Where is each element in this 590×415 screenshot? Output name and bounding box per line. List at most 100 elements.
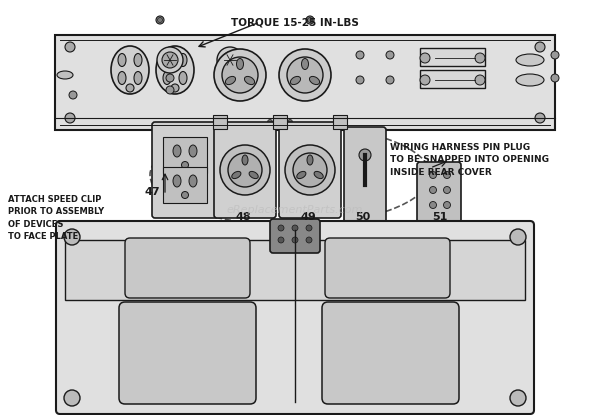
- Circle shape: [551, 74, 559, 82]
- FancyBboxPatch shape: [417, 162, 461, 223]
- Bar: [163, 137, 207, 173]
- Ellipse shape: [290, 76, 300, 85]
- Circle shape: [535, 113, 545, 123]
- Circle shape: [287, 120, 293, 124]
- Ellipse shape: [163, 54, 171, 66]
- Circle shape: [444, 171, 451, 178]
- Ellipse shape: [126, 84, 134, 92]
- Ellipse shape: [111, 46, 149, 94]
- Circle shape: [356, 51, 364, 59]
- Circle shape: [157, 47, 183, 73]
- Bar: [163, 167, 207, 203]
- FancyBboxPatch shape: [270, 219, 320, 253]
- Circle shape: [158, 17, 162, 22]
- Circle shape: [156, 16, 164, 24]
- Circle shape: [510, 390, 526, 406]
- Ellipse shape: [297, 171, 306, 178]
- Ellipse shape: [314, 171, 323, 178]
- Circle shape: [292, 237, 298, 243]
- Circle shape: [292, 225, 298, 231]
- Ellipse shape: [309, 76, 320, 85]
- Circle shape: [287, 57, 323, 93]
- Circle shape: [285, 145, 335, 195]
- Bar: [213, 115, 227, 129]
- Circle shape: [222, 52, 238, 68]
- Circle shape: [277, 120, 283, 124]
- Circle shape: [65, 113, 75, 123]
- Ellipse shape: [516, 74, 544, 86]
- FancyBboxPatch shape: [119, 302, 256, 404]
- Circle shape: [222, 57, 258, 93]
- Ellipse shape: [134, 71, 142, 85]
- Circle shape: [64, 390, 80, 406]
- Circle shape: [420, 75, 430, 85]
- FancyBboxPatch shape: [152, 122, 218, 218]
- Ellipse shape: [179, 71, 187, 85]
- Circle shape: [306, 225, 312, 231]
- Text: 50: 50: [355, 212, 371, 222]
- Text: 48: 48: [235, 212, 251, 222]
- Text: TORQUE 15-25 IN-LBS: TORQUE 15-25 IN-LBS: [231, 18, 359, 28]
- Bar: [65, 240, 525, 300]
- Circle shape: [444, 186, 451, 193]
- FancyBboxPatch shape: [325, 238, 450, 298]
- Ellipse shape: [244, 76, 255, 85]
- Circle shape: [166, 74, 174, 82]
- Circle shape: [386, 51, 394, 59]
- Ellipse shape: [182, 191, 188, 198]
- Text: WIRING HARNESS PIN PLUG
TO BE SNAPPED INTO OPENING
INSIDE REAR COVER: WIRING HARNESS PIN PLUG TO BE SNAPPED IN…: [390, 143, 549, 177]
- Ellipse shape: [189, 145, 197, 157]
- Ellipse shape: [173, 175, 181, 187]
- Circle shape: [356, 76, 364, 84]
- Circle shape: [359, 149, 371, 161]
- Ellipse shape: [237, 59, 244, 69]
- Circle shape: [293, 153, 327, 187]
- Ellipse shape: [134, 54, 142, 66]
- Circle shape: [267, 120, 273, 124]
- Circle shape: [278, 225, 284, 231]
- Ellipse shape: [249, 171, 258, 178]
- Text: ATTACH SPEED CLIP
PRIOR TO ASSEMBLY
OF DEVICES
TO FACE PLATE: ATTACH SPEED CLIP PRIOR TO ASSEMBLY OF D…: [8, 195, 104, 242]
- Circle shape: [475, 53, 485, 63]
- Circle shape: [220, 145, 270, 195]
- Bar: [420, 48, 485, 66]
- Text: 47: 47: [144, 187, 160, 197]
- Circle shape: [278, 237, 284, 243]
- Ellipse shape: [182, 161, 188, 168]
- Circle shape: [65, 42, 75, 52]
- Circle shape: [217, 47, 243, 73]
- Ellipse shape: [173, 145, 181, 157]
- Circle shape: [551, 51, 559, 59]
- Circle shape: [166, 86, 174, 94]
- Circle shape: [279, 49, 331, 101]
- Circle shape: [226, 74, 234, 82]
- Circle shape: [162, 52, 178, 68]
- FancyBboxPatch shape: [56, 221, 534, 414]
- Circle shape: [430, 186, 437, 193]
- Ellipse shape: [57, 71, 73, 79]
- Ellipse shape: [189, 175, 197, 187]
- Circle shape: [307, 17, 313, 22]
- Ellipse shape: [516, 54, 544, 66]
- Circle shape: [306, 237, 312, 243]
- FancyBboxPatch shape: [214, 122, 276, 218]
- Circle shape: [226, 86, 234, 94]
- Bar: [420, 70, 485, 88]
- Circle shape: [64, 229, 80, 245]
- Circle shape: [69, 91, 77, 99]
- Circle shape: [444, 202, 451, 208]
- Text: 49: 49: [300, 212, 316, 222]
- Text: eReplacementParts.com: eReplacementParts.com: [227, 205, 363, 215]
- Circle shape: [214, 49, 266, 101]
- Ellipse shape: [118, 54, 126, 66]
- Circle shape: [430, 202, 437, 208]
- Circle shape: [306, 16, 314, 24]
- Bar: [273, 115, 287, 129]
- Circle shape: [228, 153, 262, 187]
- Circle shape: [386, 76, 394, 84]
- Ellipse shape: [307, 155, 313, 165]
- Ellipse shape: [242, 155, 248, 165]
- Text: 51: 51: [432, 212, 448, 222]
- FancyBboxPatch shape: [322, 302, 459, 404]
- Ellipse shape: [301, 59, 309, 69]
